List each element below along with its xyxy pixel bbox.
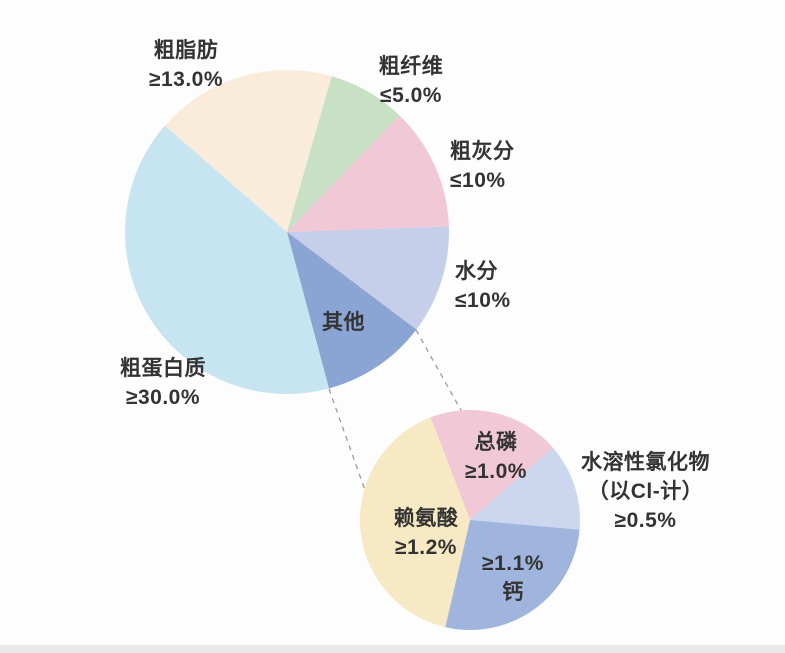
total-phosphorus-slice: [430, 410, 554, 520]
crude-ash-slice: [287, 115, 449, 232]
moisture-name: 水分: [455, 260, 498, 283]
main-composition-pie: [125, 70, 449, 394]
calcium-name: 钙: [502, 581, 524, 604]
chloride-name-2: （以Cl-计）: [587, 480, 704, 503]
moisture-value: ≤10%: [455, 289, 511, 312]
crude-fiber-name: 粗纤维: [378, 55, 444, 78]
lysine-name: 赖氨酸: [393, 507, 459, 530]
crude-ash-value: ≤10%: [450, 169, 506, 192]
crude-protein-label: 粗蛋白质 ≥30.0%: [93, 354, 233, 412]
lysine-label: 赖氨酸 ≥1.2%: [356, 504, 496, 562]
crude-fat-label: 粗脂肪 ≥13.0%: [116, 36, 256, 94]
crude-ash-name: 粗灰分: [450, 140, 515, 163]
chloride-label: 水溶性氯化物 （以Cl-计） ≥0.5%: [573, 448, 718, 535]
total-phosphorus-label: 总磷 ≥1.0%: [426, 428, 566, 486]
others-detail-pie: [360, 410, 580, 630]
detail-connector-line: [328, 388, 372, 508]
others-slice: [287, 232, 417, 389]
crude-protein-value: ≥30.0%: [125, 386, 201, 409]
crude-fat-name: 粗脂肪: [153, 39, 219, 62]
crude-fat-slice: [164, 70, 332, 232]
lysine-value: ≥1.2%: [395, 536, 457, 559]
crude-fiber-slice: [287, 76, 400, 232]
crude-fiber-label: 粗纤维 ≤5.0%: [341, 52, 481, 110]
chloride-value: ≥0.5%: [614, 509, 677, 532]
calcium-value: ≥1.1%: [482, 552, 544, 575]
bottom-bar: [0, 645, 785, 653]
others-name: 其他: [322, 311, 365, 334]
calcium-slice: [445, 520, 580, 630]
crude-fat-value: ≥13.0%: [148, 68, 224, 91]
total-phosphorus-name: 总磷: [474, 431, 518, 454]
moisture-slice: [287, 226, 449, 330]
detail-connector-line: [415, 329, 463, 413]
crude-ash-label: 粗灰分 ≤10%: [450, 137, 515, 195]
crude-protein-name: 粗蛋白质: [120, 357, 206, 380]
lysine-slice: [360, 417, 470, 628]
chloride-name: 水溶性氯化物: [581, 451, 710, 474]
others-label: 其他: [322, 308, 365, 337]
crude-fiber-value: ≤5.0%: [380, 84, 442, 107]
calcium-label: ≥1.1% 钙: [443, 549, 583, 607]
connector-lines: [328, 329, 463, 508]
moisture-label: 水分 ≤10%: [455, 257, 511, 315]
total-phosphorus-value: ≥1.0%: [465, 460, 527, 483]
water-soluble-chloride-slice: [470, 447, 580, 530]
crude-protein-slice: [125, 125, 329, 394]
